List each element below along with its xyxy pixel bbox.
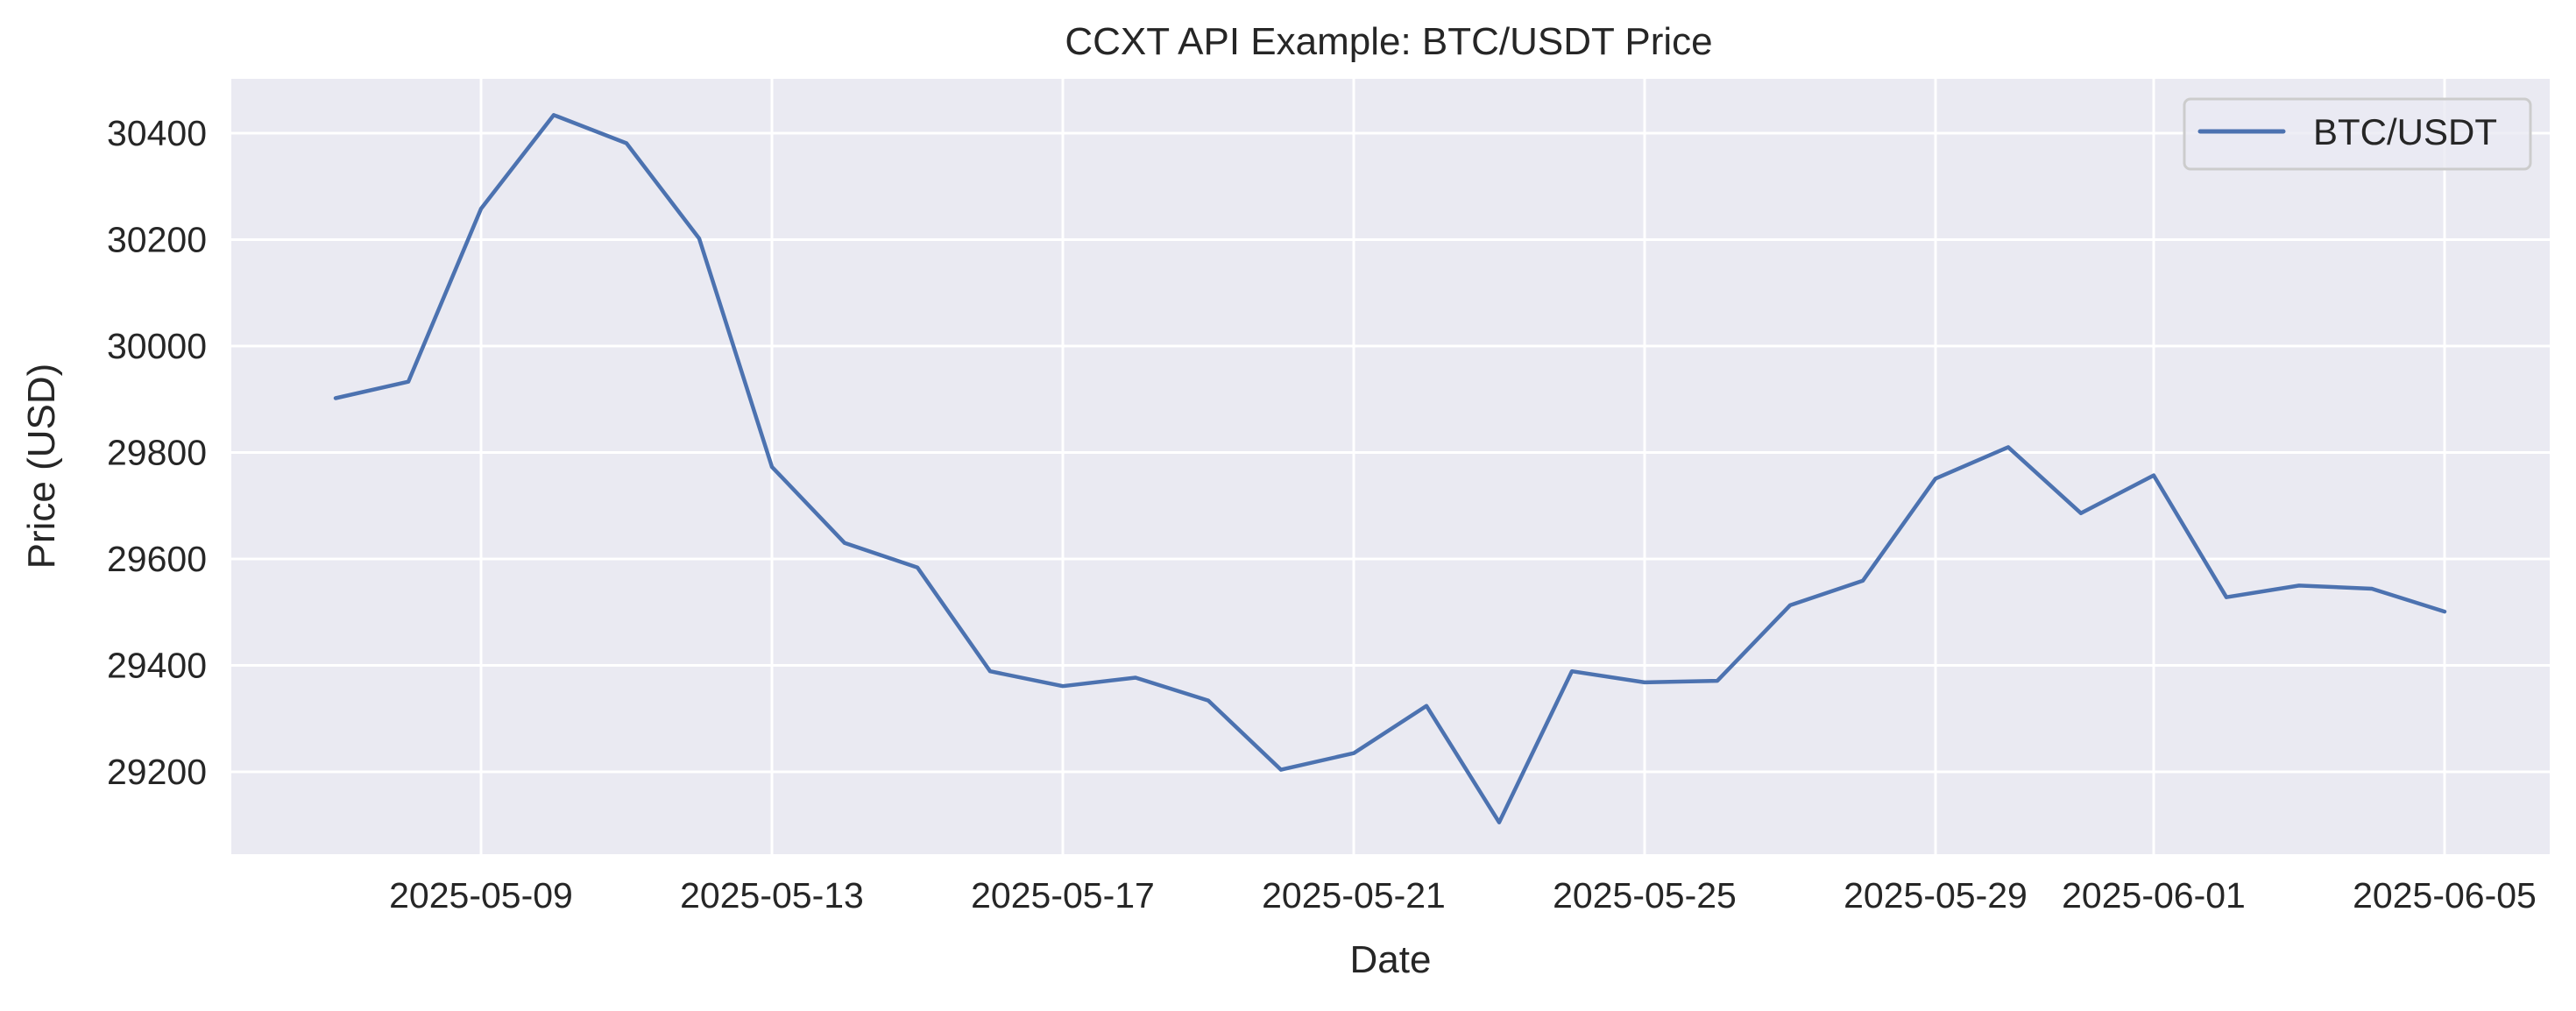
gridlines bbox=[231, 79, 2550, 854]
legend: BTC/USDT bbox=[2183, 97, 2532, 171]
x-tick-label: 2025-05-17 bbox=[971, 875, 1155, 916]
y-tick-label: 29400 bbox=[107, 646, 207, 686]
y-tick-label: 29600 bbox=[107, 539, 207, 579]
y-axis-label: Price (USD) bbox=[20, 364, 63, 569]
y-tick-label: 29800 bbox=[107, 433, 207, 473]
x-tick-label: 2025-05-13 bbox=[680, 875, 864, 916]
y-tick-label: 30400 bbox=[107, 113, 207, 153]
legend-label: BTC/USDT bbox=[2313, 111, 2497, 152]
chart-title: CCXT API Example: BTC/USDT Price bbox=[1065, 20, 1712, 63]
y-tick-label: 30000 bbox=[107, 326, 207, 366]
x-tick-label: 2025-05-09 bbox=[389, 875, 573, 916]
y-tick-label: 29200 bbox=[107, 752, 207, 792]
x-tick-label: 2025-05-21 bbox=[1262, 875, 1446, 916]
y-axis-ticks: 29200 29400 29600 29800 30000 30200 30400 bbox=[107, 113, 207, 792]
legend-box bbox=[2183, 97, 2532, 171]
series-line-btc-usdt bbox=[333, 113, 2447, 824]
x-axis-ticks: 2025-05-09 2025-05-13 2025-05-17 2025-05-21… bbox=[389, 875, 2537, 916]
x-tick-label: 2025-05-29 bbox=[1844, 875, 2028, 916]
x-tick-label: 2025-05-25 bbox=[1553, 875, 1737, 916]
x-tick-label: 2025-06-01 bbox=[2062, 875, 2246, 916]
y-tick-label: 30200 bbox=[107, 220, 207, 260]
x-tick-label: 2025-06-05 bbox=[2353, 875, 2537, 916]
plot-area bbox=[231, 79, 2550, 854]
x-axis-label: Date bbox=[1350, 938, 1432, 981]
